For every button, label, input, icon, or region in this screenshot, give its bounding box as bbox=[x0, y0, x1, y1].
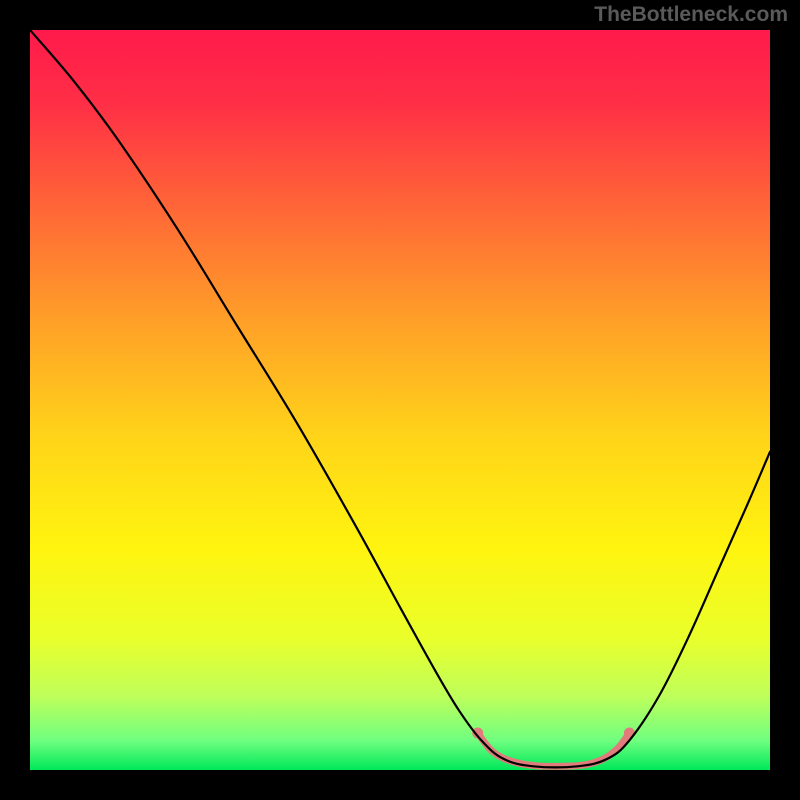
bottleneck-chart bbox=[30, 30, 770, 770]
chart-svg bbox=[30, 30, 770, 770]
watermark-text: TheBottleneck.com bbox=[594, 3, 788, 27]
chart-background bbox=[30, 30, 770, 770]
